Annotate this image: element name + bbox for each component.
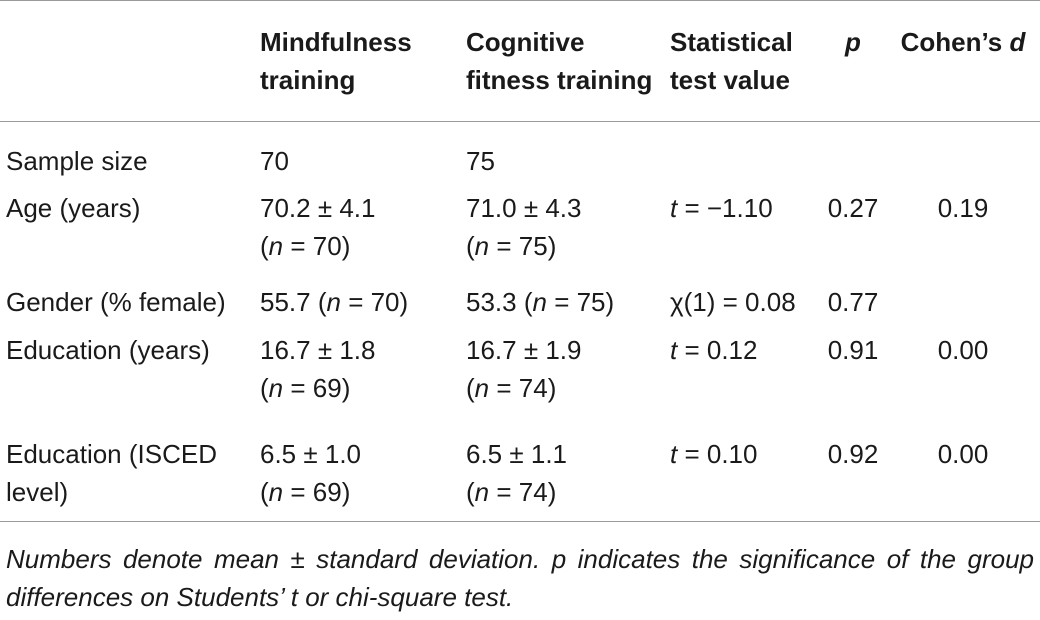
demographics-table: Mindfulness training Cognitive fitness t… bbox=[0, 0, 1040, 522]
n-open: ( bbox=[466, 231, 475, 261]
d-cell: 0.00 bbox=[937, 335, 989, 365]
n-value: = 70) bbox=[283, 231, 351, 261]
test-value: = 0.12 bbox=[677, 335, 758, 365]
n-open: ( bbox=[260, 231, 269, 261]
cognitive-cell: 71.0 ± 4.3 (n = 75) bbox=[460, 186, 664, 271]
mindfulness-cell: 16.7 ± 1.8 (n = 69) bbox=[254, 327, 460, 413]
test-value: χ(1) = 0.08 bbox=[670, 287, 796, 317]
mindfulness-cell: 70 bbox=[254, 122, 460, 187]
p-cell: 0.77 bbox=[827, 287, 879, 317]
header-p-text: p bbox=[845, 27, 861, 57]
row-label: Sample size bbox=[6, 146, 148, 176]
test-value: = −1.10 bbox=[677, 193, 773, 223]
table-row: Gender (% female) 55.7 (n = 70) 53.3 (n … bbox=[0, 271, 1040, 327]
d-cell bbox=[886, 122, 1040, 187]
n-symbol: n bbox=[268, 373, 284, 403]
cognitive-cell: 16.7 ± 1.9 (n = 74) bbox=[460, 327, 664, 413]
mindfulness-value: 70 bbox=[260, 146, 289, 176]
test-cell: t = 0.10 bbox=[664, 413, 820, 522]
test-symbol: t bbox=[670, 439, 678, 469]
n-symbol: n bbox=[268, 231, 284, 261]
table-footnote: Numbers denote mean ± standard deviation… bbox=[6, 544, 1034, 612]
cognitive-cell: 53.3 (n = 75) bbox=[460, 271, 664, 327]
table-row: Education (years) 16.7 ± 1.8 (n = 69) 16… bbox=[0, 327, 1040, 413]
n-value: = 70) bbox=[340, 287, 409, 317]
cognitive-cell: 6.5 ± 1.1 (n = 74) bbox=[460, 413, 664, 522]
n-open: ( bbox=[466, 477, 475, 507]
test-symbol: t bbox=[670, 335, 678, 365]
header-statistical-test-value: Statistical test value bbox=[670, 27, 793, 95]
mindfulness-n: (n = 69) bbox=[260, 473, 454, 511]
table-row: Sample size 70 75 bbox=[0, 122, 1040, 187]
n-symbol: n bbox=[268, 477, 284, 507]
cognitive-value: 53.3 ( bbox=[466, 287, 533, 317]
p-cell: 0.92 bbox=[827, 439, 879, 469]
table-row: Age (years) 70.2 ± 4.1 (n = 70) 71.0 ± 4… bbox=[0, 186, 1040, 271]
p-cell bbox=[820, 122, 886, 187]
n-open: ( bbox=[260, 373, 269, 403]
table-header: Mindfulness training Cognitive fitness t… bbox=[0, 0, 1040, 122]
row-label: Age (years) bbox=[6, 193, 141, 223]
mindfulness-value: 6.5 ± 1.0 bbox=[260, 439, 362, 469]
mindfulness-value: 70.2 ± 4.1 bbox=[260, 193, 376, 223]
n-value: = 75) bbox=[489, 231, 557, 261]
n-value: = 74) bbox=[489, 373, 557, 403]
header-cohens-d-italic: d bbox=[1009, 27, 1026, 57]
header-cohens-prefix: Cohen’s bbox=[900, 27, 1010, 57]
n-open: ( bbox=[466, 373, 475, 403]
header-mindfulness-training: Mindfulness training bbox=[260, 27, 412, 95]
n-symbol: n bbox=[532, 287, 547, 317]
test-symbol: t bbox=[670, 193, 678, 223]
cognitive-value: 6.5 ± 1.1 bbox=[466, 439, 568, 469]
row-label: Education (years) bbox=[6, 335, 210, 365]
mindfulness-n: (n = 70) bbox=[260, 227, 454, 265]
p-cell: 0.91 bbox=[827, 335, 879, 365]
row-label: Gender (% female) bbox=[6, 287, 226, 317]
n-open: ( bbox=[260, 477, 269, 507]
n-symbol: n bbox=[474, 373, 490, 403]
n-symbol: n bbox=[474, 477, 490, 507]
d-cell: 0.00 bbox=[937, 439, 989, 469]
table-row: Education (ISCED level) 6.5 ± 1.0 (n = 6… bbox=[0, 413, 1040, 522]
table-container: Mindfulness training Cognitive fitness t… bbox=[0, 0, 1040, 522]
mindfulness-n: (n = 69) bbox=[260, 369, 454, 407]
n-symbol: n bbox=[326, 287, 341, 317]
cognitive-n: (n = 74) bbox=[466, 473, 658, 511]
n-value: = 69) bbox=[283, 477, 351, 507]
p-cell: 0.27 bbox=[827, 193, 879, 223]
test-cell: t = −1.10 bbox=[664, 186, 820, 271]
n-value: = 69) bbox=[283, 373, 351, 403]
n-value: = 74) bbox=[489, 477, 557, 507]
table-body: Sample size 70 75 Age (years) 70.2 ± 4.1… bbox=[0, 122, 1040, 522]
row-label: Education (ISCED level) bbox=[6, 439, 217, 507]
header-row: Mindfulness training Cognitive fitness t… bbox=[0, 0, 1040, 122]
test-value: = 0.10 bbox=[677, 439, 758, 469]
n-value: = 75) bbox=[546, 287, 615, 317]
mindfulness-cell: 55.7 (n = 70) bbox=[254, 271, 460, 327]
mindfulness-value: 55.7 ( bbox=[260, 287, 327, 317]
test-cell: t = 0.12 bbox=[664, 327, 820, 413]
test-cell: χ(1) = 0.08 bbox=[664, 271, 820, 327]
header-empty bbox=[0, 1, 254, 122]
mindfulness-cell: 6.5 ± 1.0 (n = 69) bbox=[254, 413, 460, 522]
n-symbol: n bbox=[474, 231, 490, 261]
d-cell bbox=[886, 271, 1040, 327]
header-cohens-d: Cohen’s d bbox=[886, 1, 1040, 122]
mindfulness-value: 16.7 ± 1.8 bbox=[260, 335, 376, 365]
header-cognitive-fitness-training: Cognitive fitness training bbox=[466, 27, 653, 95]
mindfulness-cell: 70.2 ± 4.1 (n = 70) bbox=[254, 186, 460, 271]
cognitive-value: 71.0 ± 4.3 bbox=[466, 193, 582, 223]
d-cell: 0.19 bbox=[937, 193, 989, 223]
cognitive-n: (n = 74) bbox=[466, 369, 658, 407]
cognitive-value: 16.7 ± 1.9 bbox=[466, 335, 582, 365]
cognitive-n: (n = 75) bbox=[466, 227, 658, 265]
test-cell bbox=[664, 122, 820, 187]
cognitive-value: 75 bbox=[466, 146, 495, 176]
cognitive-cell: 75 bbox=[460, 122, 664, 187]
header-p: p bbox=[820, 1, 886, 122]
